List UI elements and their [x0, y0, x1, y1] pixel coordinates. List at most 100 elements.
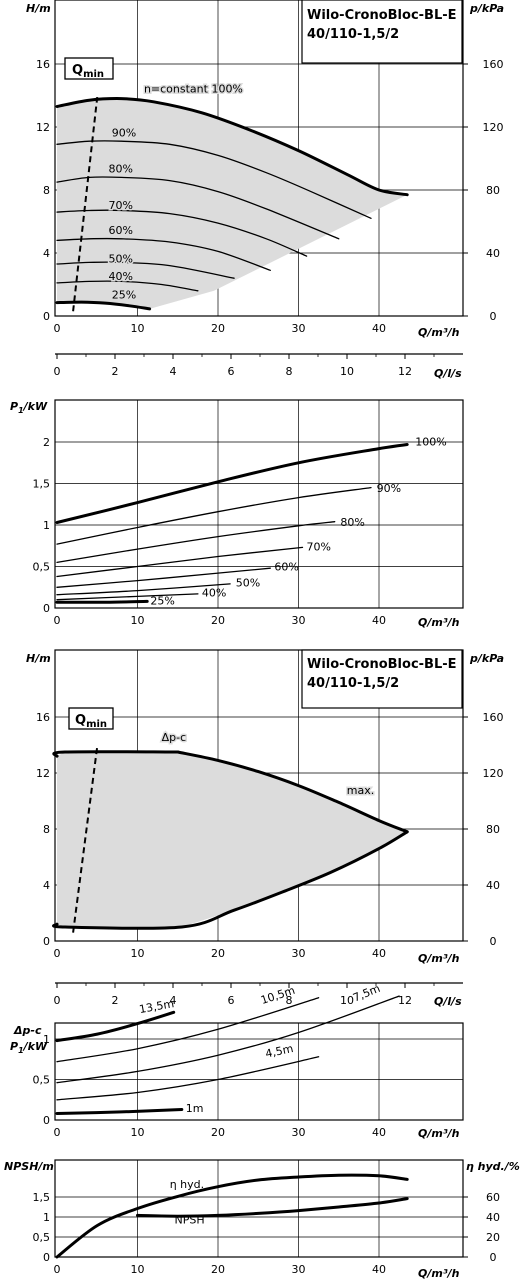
- curve-label-60: 60%: [274, 561, 298, 574]
- x-tick-label: 30: [292, 1263, 306, 1276]
- x-tick-label: 10: [131, 1126, 145, 1139]
- series-line-40: [56, 280, 199, 292]
- y-tick-label: 0: [43, 1251, 50, 1264]
- scale-tick-label: 2: [112, 994, 119, 1007]
- y-tick-label: 1,5: [33, 478, 51, 491]
- operating-envelope-fill: [57, 98, 408, 309]
- x-tick-label: 20: [211, 947, 225, 960]
- y-tick-label: 1: [43, 1033, 50, 1046]
- x-tick-label: 20: [211, 1263, 225, 1276]
- qmin-q: Q: [75, 713, 86, 728]
- qmin-label-box: Qmin: [68, 707, 114, 730]
- x-tick-label: 40: [372, 1263, 386, 1276]
- scale-tick-label: 10: [340, 994, 354, 1007]
- y2-tick-label: 40: [486, 879, 500, 892]
- grid: [55, 400, 463, 608]
- y2-axis-title: η hyd./%: [466, 1160, 520, 1173]
- scale-ticks: 0 2 4 6 8 10 12: [54, 983, 435, 1007]
- x-tick-label: 40: [372, 322, 386, 335]
- curve-label-90: 90%: [377, 482, 401, 495]
- qmin-label-box: Qmin: [64, 57, 114, 80]
- series-line-70: [56, 209, 308, 257]
- plot-frame: [54, 399, 464, 609]
- y-axis-title: H/m: [26, 2, 51, 15]
- scale-tick-label: 12: [398, 365, 412, 378]
- tick-labels: 0 10 20 30 40 0 0,5 1 1,5 0 20 40 60: [33, 1191, 501, 1276]
- operating-envelope: [57, 98, 408, 309]
- grid: [55, 1160, 463, 1257]
- series-line-50: [56, 261, 235, 279]
- series-line-100: [55, 443, 409, 524]
- plot-frame: [54, 649, 464, 942]
- title-box: Wilo-CronoBloc-BL-E 40/110-1,5/2: [301, 649, 463, 709]
- y-axis-title: H/m: [26, 652, 51, 665]
- scale-tick-label: 8: [286, 994, 293, 1007]
- series-line-60: [56, 567, 271, 588]
- plot-frame: [54, 1159, 464, 1258]
- series-line-60: [56, 237, 271, 271]
- x-tick-label: 40: [372, 1126, 386, 1139]
- title-line-2: 40/110-1,5/2: [307, 27, 399, 42]
- scale-tick-label: 2: [112, 365, 119, 378]
- qmin-dashed-line: [72, 746, 99, 933]
- series-line-max: [176, 750, 409, 834]
- curve-label-7-5m: 7,5m: [351, 982, 382, 1005]
- x-tick-label: 10: [131, 614, 145, 627]
- curve-label-max: max.: [347, 784, 374, 797]
- x-tick-label: 10: [131, 322, 145, 335]
- scale-tick-label: 10: [340, 365, 354, 378]
- qmin-dashed-line: [72, 96, 99, 312]
- operating-envelope: [57, 752, 408, 927]
- series-line-25: [55, 599, 149, 604]
- series-line-4-5m: [56, 1056, 320, 1101]
- curve-label-4-5m: 4,5m: [264, 1042, 294, 1061]
- flow-ls-scale-1: 0 2 4 6 8 10 12 Q/l/s: [54, 353, 463, 380]
- title-box: Wilo-CronoBloc-BL-E 40/110-1,5/2: [301, 0, 463, 64]
- curve-label-1m: 1m: [186, 1102, 204, 1115]
- x-tick-label: 10: [131, 1263, 145, 1276]
- x-tick-label: 30: [292, 614, 306, 627]
- power-curves: [55, 995, 400, 1115]
- curve-label-50: 50%: [236, 576, 260, 589]
- curve-label-50: 50%: [109, 252, 133, 265]
- x-tick-label: 0: [54, 614, 61, 627]
- y2-tick-label: 160: [483, 711, 504, 724]
- y2-tick-label: 120: [483, 767, 504, 780]
- x-axis-title: Q/m³/h: [418, 952, 460, 965]
- y-tick-label: 0,5: [33, 1074, 51, 1087]
- curve-label-p-c: Δp-c: [162, 731, 187, 744]
- scale-tick-label: 4: [170, 994, 177, 1007]
- curve-labels: Δp-c max.: [160, 729, 376, 798]
- x-tick-label: 10: [131, 947, 145, 960]
- grid: [55, 1023, 463, 1120]
- curve-label-70: 70%: [307, 541, 331, 554]
- series-line-10-5m: [56, 997, 320, 1063]
- y2-tick-label: 0: [490, 310, 497, 323]
- x-tick-label: 0: [54, 1126, 61, 1139]
- svg-text:Qmin: Qmin: [75, 713, 107, 730]
- series-line-90: [56, 486, 372, 545]
- title-line-1: Wilo-CronoBloc-BL-E: [307, 8, 457, 23]
- x-tick-label: 40: [372, 947, 386, 960]
- curve-label-80: 80%: [340, 516, 364, 529]
- curve-label-25: 25%: [150, 595, 174, 608]
- y2-tick-label: 20: [486, 1231, 500, 1244]
- y-tick-label: 0: [43, 1114, 50, 1127]
- y-tick-label: 2: [43, 436, 50, 449]
- scale-tick-label: 0: [54, 994, 61, 1007]
- y-tick-label: 8: [43, 184, 50, 197]
- series-line-hyd: [55, 1173, 409, 1259]
- curve-label-25: 25%: [112, 289, 136, 302]
- y-tick-label: 1,5: [33, 1191, 51, 1204]
- title-line-2: 40/110-1,5/2: [307, 676, 399, 691]
- title-line-1: Wilo-CronoBloc-BL-E: [307, 657, 457, 672]
- scale-title: Q/l/s: [434, 367, 462, 380]
- x-tick-label: 20: [211, 1126, 225, 1139]
- curve-label-60: 60%: [109, 224, 133, 237]
- y-axis-title: P1/kW: [10, 400, 48, 415]
- scale-title: Q/l/s: [434, 995, 462, 1008]
